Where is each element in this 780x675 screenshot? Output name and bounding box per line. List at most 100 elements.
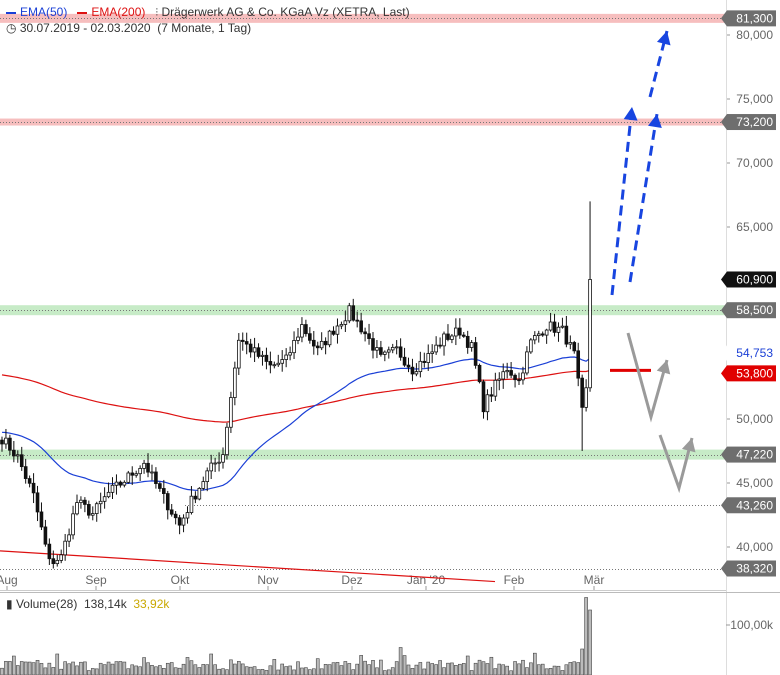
volume-bar xyxy=(379,659,383,675)
price-label-pointer xyxy=(721,302,727,319)
volume-bar xyxy=(284,666,288,675)
volume-bar xyxy=(296,661,300,675)
volume-bar xyxy=(446,662,450,675)
volume-bar xyxy=(39,663,44,675)
volume-bar xyxy=(15,665,20,675)
volume-bar xyxy=(331,662,336,675)
price-label-pointer xyxy=(721,365,727,382)
candle-body xyxy=(489,394,494,397)
candle-body xyxy=(580,377,584,408)
candle-body xyxy=(23,466,28,479)
candle-body xyxy=(446,333,450,340)
volume-bar xyxy=(75,665,79,675)
volume-bar xyxy=(134,665,138,675)
volume-bar xyxy=(572,661,577,675)
volume-bar xyxy=(588,609,592,675)
volume-bar xyxy=(8,661,12,675)
candle-body xyxy=(15,454,20,457)
date-range: 30.07.2019 - 02.03.2020 xyxy=(19,21,151,35)
candle-body xyxy=(371,338,375,351)
volume-bar xyxy=(434,664,438,675)
volume-bar xyxy=(146,662,150,675)
price-label-bg xyxy=(727,302,776,319)
candle-body xyxy=(252,347,257,353)
candle-body xyxy=(260,354,265,357)
candle-body xyxy=(461,334,466,337)
candle-body xyxy=(351,305,356,321)
volume-bar xyxy=(165,662,170,675)
candle-body xyxy=(343,320,348,325)
candle-body xyxy=(536,333,541,336)
candle-body xyxy=(264,354,269,362)
candle-body xyxy=(165,493,170,511)
candle-body xyxy=(225,426,229,456)
candle-body xyxy=(458,327,462,336)
volume-bar xyxy=(205,664,210,675)
candle-body xyxy=(150,471,154,474)
volume-bar xyxy=(229,659,233,675)
volume-bar xyxy=(162,668,166,675)
candle-body xyxy=(383,351,387,355)
volume-bar xyxy=(264,670,269,675)
candle-body xyxy=(280,359,285,364)
volume-bar xyxy=(501,664,506,675)
support-zone xyxy=(0,449,726,460)
volume-bar xyxy=(438,660,442,675)
candle-body xyxy=(434,344,438,353)
candle-body xyxy=(311,339,316,347)
volume-bar xyxy=(493,668,498,675)
candle-body xyxy=(509,370,513,376)
volume-bar xyxy=(473,662,478,675)
volume-bar xyxy=(481,661,486,675)
candle-body xyxy=(422,360,427,363)
candle-body xyxy=(162,488,166,494)
candle-body xyxy=(284,354,288,360)
blue-arrow-up-left xyxy=(610,106,634,296)
volume-bar xyxy=(540,663,545,675)
volume-bar xyxy=(150,665,154,675)
price-label-pointer xyxy=(721,560,727,577)
volume-bar xyxy=(110,663,115,675)
candle-body xyxy=(122,481,127,486)
ema50-label[interactable]: EMA(50) xyxy=(20,5,68,19)
volume-bar xyxy=(237,661,241,675)
candle-body xyxy=(12,449,16,457)
price-label: 53,800 xyxy=(736,366,773,380)
candle-body xyxy=(402,356,407,366)
volume-bar xyxy=(323,664,328,675)
volume-bar xyxy=(410,668,415,675)
volume-bar xyxy=(505,665,509,675)
y-tick-label: 65,000 xyxy=(736,220,773,234)
volume-bar xyxy=(497,663,502,675)
candle-body xyxy=(217,461,221,464)
candle-body xyxy=(67,534,71,542)
candle-body xyxy=(126,472,131,483)
candle-body xyxy=(548,321,553,331)
clock-icon: ◷ xyxy=(6,21,17,35)
volume-bar xyxy=(406,664,411,675)
price-label: 54,753 xyxy=(736,346,773,360)
volume-bar xyxy=(477,659,482,675)
candle-body xyxy=(94,503,99,514)
candle-body xyxy=(19,454,24,468)
ema200-label[interactable]: EMA(200) xyxy=(91,5,146,19)
price-label-pointer xyxy=(721,497,727,514)
volume-bar xyxy=(556,665,561,675)
candle-body xyxy=(442,333,446,347)
candle-body xyxy=(517,379,521,382)
candle-body xyxy=(426,353,431,363)
volume-bar xyxy=(268,665,273,675)
volume-bar xyxy=(351,669,356,675)
volume-bar xyxy=(35,660,40,675)
candle-body xyxy=(533,335,537,341)
candle-body xyxy=(308,333,312,341)
candlestick-icon: ⫶ xyxy=(155,6,159,19)
volume-bar xyxy=(304,667,308,675)
candle-body xyxy=(493,379,498,397)
candle-body xyxy=(79,499,83,503)
candle-body xyxy=(8,437,12,451)
volume-bar xyxy=(59,668,64,675)
candle-body xyxy=(256,347,261,357)
volume-bar xyxy=(83,661,87,675)
candle-body xyxy=(114,481,119,486)
